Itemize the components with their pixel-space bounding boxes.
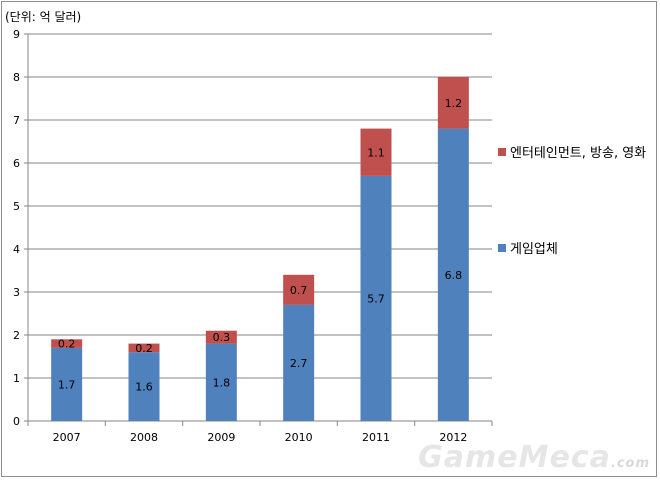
watermark-suffix: .com — [610, 456, 650, 471]
bar-2010-series-1 — [283, 274, 315, 305]
legend-swatch-0 — [498, 148, 506, 156]
y-tick-label-9: 9 — [13, 28, 20, 41]
bar-2010-series-0 — [283, 304, 315, 421]
data-label-2009-series-1: 0.3 — [213, 331, 231, 344]
data-label-2010-series-1: 0.7 — [290, 284, 308, 297]
legend-swatch-1 — [498, 244, 506, 252]
bar-2007-series-1 — [51, 339, 83, 348]
x-tick-label-2011: 2011 — [362, 431, 390, 444]
legend-label-0: 엔터테인먼트, 방송, 영화 — [510, 146, 646, 161]
x-tick-label-2009: 2009 — [207, 431, 235, 444]
y-tick-label-7: 7 — [13, 114, 20, 127]
bar-2009-series-0 — [205, 343, 237, 421]
y-tick-label-4: 4 — [13, 243, 20, 256]
data-label-2012-series-1: 1.2 — [445, 97, 463, 110]
data-label-2010-series-0: 2.7 — [290, 357, 308, 370]
y-tick-label-8: 8 — [13, 71, 20, 84]
y-tick-label-2: 2 — [13, 329, 20, 342]
x-tick-label-2007: 2007 — [53, 431, 81, 444]
data-label-2008-series-1: 0.2 — [135, 342, 153, 355]
y-tick-label-3: 3 — [13, 286, 20, 299]
data-label-2007-series-0: 1.7 — [58, 378, 76, 391]
y-tick-label-0: 0 — [13, 415, 20, 428]
x-tick-label-2012: 2012 — [439, 431, 467, 444]
y-tick-label-6: 6 — [13, 157, 20, 170]
bar-2009-series-1 — [205, 330, 237, 344]
data-label-2007-series-1: 0.2 — [58, 338, 76, 351]
gridlines — [24, 33, 493, 426]
x-tick-label-2008: 2008 — [130, 431, 158, 444]
bar-2011-series-0 — [360, 175, 392, 421]
data-label-2011-series-1: 1.1 — [367, 146, 385, 159]
bars — [51, 77, 469, 421]
data-label-2008-series-0: 1.6 — [135, 381, 153, 394]
bar-2008-series-0 — [128, 352, 160, 421]
bar-2007-series-0 — [51, 347, 83, 421]
data-label-2012-series-0: 6.8 — [445, 269, 463, 282]
y-tick-label-5: 5 — [13, 200, 20, 213]
y-tick-label-1: 1 — [13, 372, 20, 385]
bar-2008-series-1 — [128, 343, 160, 353]
watermark-brand: GameMeca — [418, 440, 611, 475]
y-tick-labels: 0 1 2 3 4 5 6 7 8 9 — [13, 28, 20, 428]
data-label-2009-series-0: 1.8 — [213, 376, 231, 389]
x-tick-labels: 2007 2008 2009 2010 2011 2012 — [53, 431, 468, 444]
legend-label-1: 게임업체 — [510, 242, 558, 257]
bar-2012-series-1 — [437, 77, 469, 129]
bar-2011-series-1 — [360, 128, 392, 176]
bar-2012-series-0 — [437, 128, 469, 421]
data-labels: 1.7 0.2 1.6 0.2 1.8 0.3 2.7 0.7 5.7 1.1 6.8 1.2 — [58, 97, 462, 394]
data-label-2011-series-0: 5.7 — [367, 292, 385, 305]
unit-label: (단위: 억 달러) — [5, 10, 82, 24]
x-tick-label-2010: 2010 — [285, 431, 313, 444]
gamemeca-watermark: GameMeca.com — [418, 440, 650, 475]
